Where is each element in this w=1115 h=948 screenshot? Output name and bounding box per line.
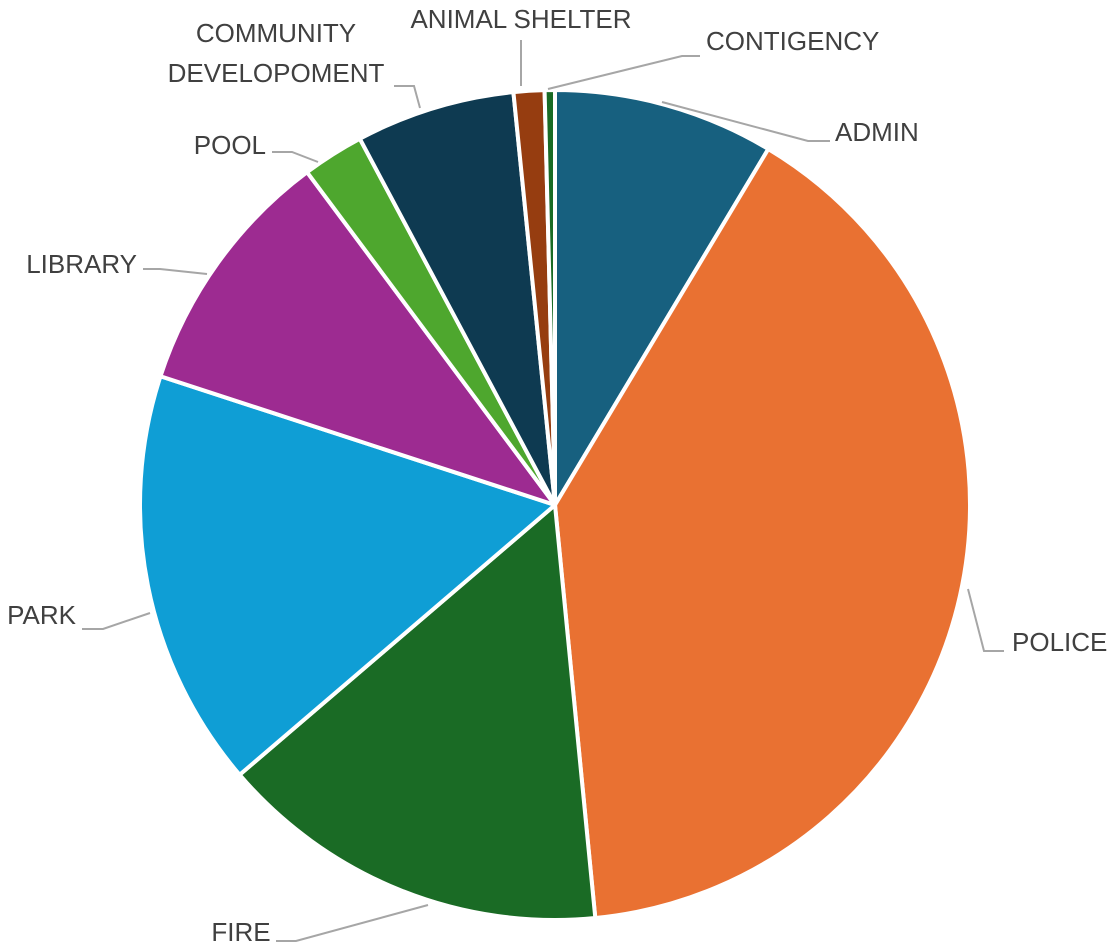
label-police: POLICE (1012, 627, 1107, 657)
label-admin: ADMIN (835, 117, 919, 147)
label-library: LIBRARY (26, 249, 137, 279)
leader-line-library (143, 268, 208, 275)
pie-slice-police (553, 147, 972, 921)
leader-line-admin (661, 101, 830, 142)
leader-lines (82, 40, 1004, 942)
leader-line-fire (276, 904, 429, 942)
label-community-developoment-line-1: COMMUNITY (196, 18, 356, 48)
pie-slices (137, 87, 972, 922)
label-park: PARK (7, 600, 77, 630)
label-fire: FIRE (211, 917, 270, 947)
pie-slice-park (137, 374, 557, 777)
pie-slice-contigency (542, 87, 557, 507)
leader-line-pool (272, 151, 319, 163)
label-contigency: CONTIGENCY (706, 26, 879, 56)
pie-slice-admin (553, 88, 771, 507)
pie-slice-community-developoment (357, 90, 557, 507)
category-labels: ADMIN POLICE FIRE PARK LIBRARY POOL COMMUNITY D… (7, 4, 1107, 947)
leader-line-contigency (547, 55, 700, 90)
label-pool: POOL (194, 130, 266, 160)
label-animal-shelter: ANIMAL SHELTER (410, 4, 631, 34)
leader-line-park (82, 612, 151, 630)
pie-slice-library (158, 170, 557, 507)
pie-slice-fire (237, 503, 598, 922)
label-community-developoment-line-2: DEVELOPOMENT (168, 58, 385, 88)
leader-line-police (967, 588, 1004, 652)
leader-line-community-developoment (394, 85, 421, 109)
